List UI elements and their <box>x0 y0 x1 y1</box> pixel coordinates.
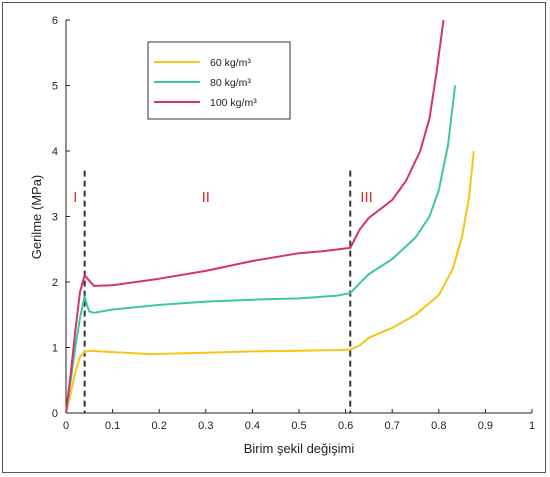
x-tick-label: 0.9 <box>478 420 493 432</box>
y-axis-title: Gerilme (MPa) <box>29 175 44 260</box>
x-axis-title: Birim şekil değişimi <box>244 441 355 456</box>
series-line-1 <box>65 150 475 414</box>
y-tick-label: 4 <box>52 146 58 158</box>
region-dividers <box>83 170 352 413</box>
legend-box <box>147 41 291 120</box>
figure-frame <box>2 2 546 473</box>
y-tick-label: 1 <box>52 343 58 355</box>
x-tick-label: 0.4 <box>245 420 260 432</box>
ticks: 0 0.1 0.2 0.3 0.4 0.5 0.6 0.7 0.8 0.9 1 0 1 2 3 4 5 6 <box>52 15 535 432</box>
legend: 60 kg/m³ 80 kg/m³ 100 kg/m³ <box>147 41 291 120</box>
y-tick-label: 5 <box>52 81 58 93</box>
legend-entry-label: 80 kg/m³ <box>210 77 251 89</box>
x-tick-label: 0.5 <box>291 420 306 432</box>
x-tick-label: 0.3 <box>198 420 213 432</box>
series-line-3 <box>65 19 445 414</box>
x-tick-label: 1 <box>529 420 535 432</box>
x-tick-label: 0.7 <box>385 420 400 432</box>
region-label-1: I <box>73 189 77 206</box>
x-tick-label: 0 <box>63 420 69 432</box>
x-tick-label: 0.1 <box>105 420 120 432</box>
region-label-2: II <box>202 189 210 206</box>
y-tick-label: 3 <box>52 212 58 224</box>
x-tick-label: 0.2 <box>152 420 167 432</box>
x-tick-label: 0.8 <box>431 420 446 432</box>
region-label-3: III <box>360 189 373 206</box>
legend-entry-label: 100 kg/m³ <box>210 97 257 109</box>
legend-entry-label: 60 kg/m³ <box>210 57 251 69</box>
series-line-2 <box>65 85 457 414</box>
series-lines <box>65 19 475 414</box>
y-tick-label: 2 <box>52 277 58 289</box>
y-tick-label: 6 <box>52 15 58 27</box>
y-tick-label: 0 <box>52 408 58 420</box>
x-tick-label: 0.6 <box>338 420 353 432</box>
region-labels: I II III <box>73 189 373 206</box>
